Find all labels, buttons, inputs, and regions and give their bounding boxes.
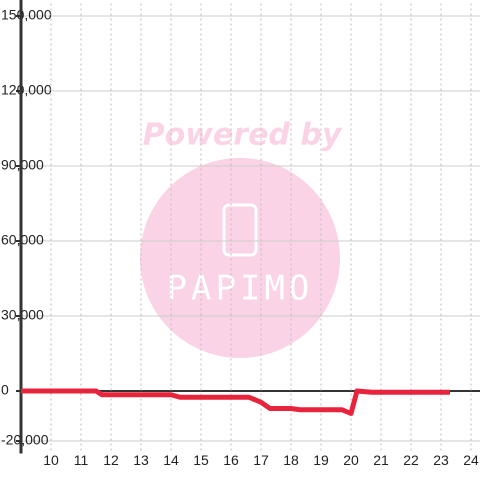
x-tick-label: 21 xyxy=(373,452,389,468)
x-tick-label: 12 xyxy=(103,452,119,468)
x-tick-label: 16 xyxy=(223,452,239,468)
watermark-icon xyxy=(222,203,258,257)
x-tick-label: 14 xyxy=(163,452,179,468)
x-tick-label: 19 xyxy=(313,452,329,468)
y-tick-label: 0 xyxy=(1,382,9,398)
y-tick-label: 30,000 xyxy=(1,307,44,323)
x-tick-label: 24 xyxy=(463,452,479,468)
x-tick-label: 23 xyxy=(433,452,449,468)
y-tick-label: 60,000 xyxy=(1,232,44,248)
watermark-text: Powered by xyxy=(143,118,343,153)
watermark-circle xyxy=(140,158,340,358)
x-tick-label: 15 xyxy=(193,452,209,468)
x-tick-label: 11 xyxy=(74,452,89,468)
line xyxy=(21,388,450,416)
y-tick-label: -20,000 xyxy=(1,432,49,448)
y-tick-label: 90,000 xyxy=(1,157,44,173)
x-tick-label: 22 xyxy=(403,452,419,468)
x-tick-label: 13 xyxy=(133,452,149,468)
x-tick-label: 10 xyxy=(43,452,59,468)
watermark-logo: PAPIMO xyxy=(167,269,314,309)
y-tick-label: 150,000 xyxy=(1,7,52,23)
x-tick-label: 20 xyxy=(343,452,359,468)
y-tick-label: 120,000 xyxy=(1,82,52,98)
x-tick-label: 17 xyxy=(253,452,269,468)
x-tick-label: 18 xyxy=(283,452,299,468)
